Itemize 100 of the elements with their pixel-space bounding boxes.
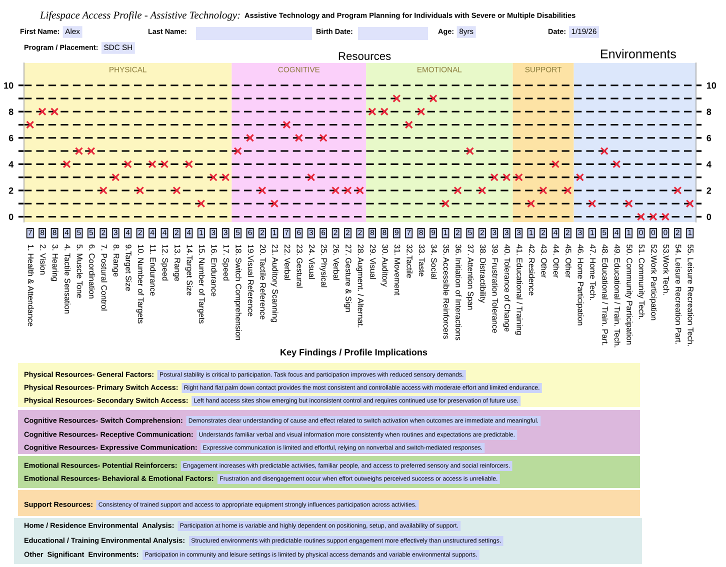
point: [50, 108, 59, 116]
point: [222, 173, 230, 182]
point: [380, 108, 389, 116]
x-tick-label: 50. Community Participation: [625, 244, 633, 344]
point: [356, 186, 364, 195]
point: [576, 173, 584, 182]
x-tick-label: 49. Educational / Train. Tech.: [614, 244, 620, 348]
x-tick-label: 28. Augment. / Alternat.: [356, 244, 364, 328]
point: [649, 212, 658, 221]
text: Key Findings / Profile Implications: [280, 348, 428, 358]
y-tick-label: 10: [4, 82, 14, 89]
point: [539, 186, 548, 195]
x-tick-label: 45. Other: [566, 244, 572, 278]
y2-tick-label: 8: [706, 108, 712, 115]
point: [62, 160, 71, 168]
point: [112, 173, 120, 182]
point: [319, 134, 328, 142]
point: [148, 160, 156, 168]
y2-tick-label: 0: [706, 214, 712, 220]
point: [197, 200, 206, 208]
point: [564, 186, 572, 195]
point: [404, 120, 413, 129]
y2-tick-label: 2: [706, 187, 712, 194]
x-tick-label: 34. Social: [431, 244, 438, 280]
x-tick-label: 40. Tolerance of Change: [502, 244, 510, 332]
point: [478, 186, 486, 195]
x-tick-label: 18. Switch Comprehension: [234, 244, 242, 340]
point: [258, 186, 266, 195]
x-tick-label: 41. Educational / Training: [515, 244, 523, 335]
x-tick-label: 47. Home Tech.: [590, 244, 596, 300]
x-tick-label: 26. Verbal: [333, 244, 340, 280]
point: [209, 173, 218, 182]
x-tick-label: 9.Target Size: [124, 244, 132, 291]
x-tick-label: 43. Other: [541, 244, 548, 278]
x-tick-label: 29. Visual: [370, 244, 376, 279]
point: [26, 120, 34, 129]
y-tick-label: 2: [8, 187, 14, 194]
y-tick-label: 4: [8, 161, 14, 168]
x-tick-label: 46. Home Participation: [576, 244, 584, 326]
x-tick-label: 23. Gestural: [296, 244, 303, 288]
x-tick-label: 51. Community Tech.: [637, 244, 645, 320]
x-tick-label: 37. Attention Span: [466, 244, 474, 310]
x-tick-label: 36. Initiation of Interactions: [456, 244, 462, 340]
point: [38, 108, 46, 116]
x-tick-label: 22. Verbal: [284, 244, 290, 280]
point: [490, 173, 498, 182]
x-tick-label: 48. Educational / Train. Part.: [602, 244, 608, 346]
point: [624, 200, 633, 208]
text: Environments: [601, 49, 676, 58]
x-tick-label: 25. Physical: [320, 244, 328, 288]
point: [344, 186, 352, 195]
x-tick-label: 32.Tactile: [406, 244, 413, 278]
point: [466, 146, 474, 156]
y2-tick-label: 4: [706, 161, 712, 168]
point: [551, 160, 560, 168]
x-tick-label: 19.Visual Reference: [248, 244, 254, 316]
x-tick-label: 33. Taste: [418, 244, 425, 276]
point: [636, 212, 646, 221]
point: [172, 186, 181, 195]
x-tick-label: 53.Work Tech.: [663, 244, 670, 295]
x-tick-label: 42. Residence: [528, 244, 535, 296]
point: [588, 200, 596, 208]
x-tick-label: 1. Health & Attendance: [28, 244, 34, 326]
x-tick-label: 35. Accessible Reinforcers: [443, 244, 450, 339]
point: [502, 173, 511, 182]
x-tick-label: 14.Target Size: [185, 244, 193, 296]
point: [429, 94, 438, 103]
x-tick-label: 21. Auditory Scanning: [270, 244, 278, 322]
x-tick-label: 12. Speed: [160, 244, 168, 280]
x-tick-label: 11. Endurance: [150, 244, 156, 296]
point: [331, 186, 340, 195]
x-tick-label: 17. Speed: [222, 244, 230, 280]
text: Resources: [338, 52, 391, 60]
x-tick-label: 38. Distractibility: [478, 244, 486, 303]
x-tick-label: 8. Range: [112, 244, 120, 277]
y-tick-label: 0: [8, 214, 14, 220]
x-tick-label: 3. Hearing: [50, 244, 58, 281]
point: [526, 200, 536, 208]
x-tick-label: 54. Leisure Recreation Part.: [676, 244, 682, 344]
point: [184, 160, 194, 168]
y-tick-label: 8: [8, 108, 14, 115]
x-tick-label: 15. Number of Targets: [197, 244, 205, 324]
point: [160, 160, 169, 168]
point: [368, 108, 376, 116]
x-tick-label: 10. Number of Targets: [136, 244, 144, 324]
chart-title: Lifespace Access Profile - Assistive Technology:: [40, 11, 240, 21]
point: [99, 186, 108, 195]
y2-tick-label: 10: [706, 82, 716, 89]
x-tick-label: 27. Gesture & Sign: [344, 244, 352, 312]
point: [454, 186, 462, 195]
point: [392, 94, 401, 103]
point: [600, 146, 608, 156]
x-tick-label: 30. Auditory: [380, 244, 388, 287]
point: [234, 146, 242, 156]
point: [270, 200, 279, 208]
point: [307, 173, 316, 182]
point: [87, 146, 96, 156]
x-tick-label: 52.Work Participation: [649, 244, 657, 320]
x-tick-label: 2. Vision: [40, 244, 46, 274]
point: [124, 160, 132, 168]
